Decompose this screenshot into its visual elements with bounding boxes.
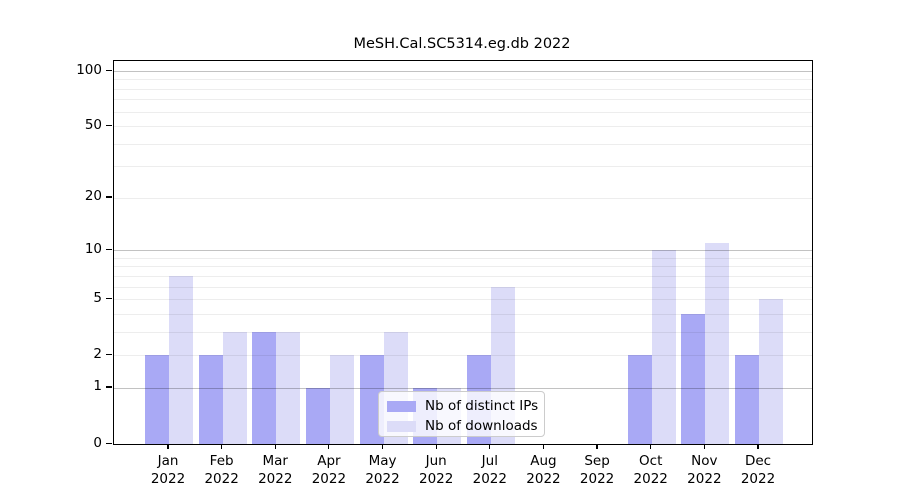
x-tick-oct [650,444,652,449]
bar-oct-downloads [651,250,676,444]
legend-item-distinct-ips: Nb of distinct IPs [387,397,539,415]
y-tick-5 [106,297,112,299]
y-tick-label-100: 100 [76,61,102,78]
x-tick-label-jan: Jan 2022 [150,453,186,487]
x-tick-label-jul: Jul 2022 [472,453,507,487]
bar-mar-ips [252,331,277,444]
gridline-50 [114,126,812,128]
bar-mar-downloads [276,331,301,444]
x-tick-label-may: May 2022 [365,453,400,487]
y-tick-1 [106,386,112,388]
x-tick-label-aug: Aug 2022 [526,453,561,487]
gridline-80 [114,88,812,90]
x-tick-label-nov: Nov 2022 [687,453,722,487]
y-tick-label-2: 2 [93,345,102,362]
x-tick-sep [596,444,598,449]
gridline-100 [114,71,812,72]
legend-label-distinct-ips: Nb of distinct IPs [425,398,539,414]
gridline-5 [114,299,812,301]
gridline-9 [114,257,812,259]
y-tick-50 [106,124,112,126]
bar-apr-downloads [329,355,354,444]
bar-nov-ips [681,313,706,444]
gridline-20 [114,197,812,199]
x-tick-feb [221,444,223,449]
x-tick-dec [757,444,759,449]
gridline-90 [114,79,812,81]
x-tick-jul [489,444,491,449]
bar-jan-ips [145,355,169,444]
gridline-60 [114,111,812,113]
x-tick-label-feb: Feb 2022 [204,453,239,487]
y-tick-label-20: 20 [84,188,102,205]
gridline-70 [114,99,812,101]
legend: Nb of distinct IPs Nb of downloads [378,391,545,437]
gridline-40 [114,143,812,145]
gridline-30 [114,166,812,168]
x-tick-label-sep: Sep 2022 [579,453,615,487]
x-tick-label-dec: Dec 2022 [740,453,776,487]
plot-area [113,60,813,445]
gridline-3 [114,331,812,333]
x-tick-aug [542,444,545,449]
gridline-2 [114,355,812,357]
x-tick-apr [328,444,330,449]
chart-title: MeSH.Cal.SC5314.eg.db 2022 [353,36,571,52]
gridline-6 [114,286,812,288]
y-tick-2 [106,353,112,355]
gridline-10 [114,250,812,252]
x-tick-mar [274,444,276,449]
legend-item-downloads: Nb of downloads [387,417,538,435]
gridline-8 [114,266,812,268]
x-tick-label-apr: Apr 2022 [311,453,347,487]
y-tick-label-50: 50 [84,116,102,133]
y-tick-label-10: 10 [84,240,102,257]
legend-swatch-downloads [387,420,416,432]
x-tick-jan [167,444,169,449]
y-tick-0 [106,442,112,444]
bar-oct-ips [627,355,652,444]
bar-jan-downloads [169,275,193,444]
bar-apr-ips [305,387,330,444]
y-tick-100 [106,69,112,71]
bar-feb-ips [198,355,223,444]
bar-nov-downloads [705,243,730,444]
legend-swatch-distinct-ips [387,400,416,412]
bar-feb-downloads [222,331,247,444]
x-tick-label-oct: Oct 2022 [633,453,668,487]
gridline-4 [114,313,812,315]
bar-dec-ips [735,355,759,444]
gridline-1 [114,387,812,389]
y-tick-10 [106,248,112,250]
x-tick-nov [703,444,705,449]
x-tick-label-jun: Jun 2022 [418,453,454,487]
x-tick-jun [435,444,437,449]
x-tick-may [381,444,384,449]
y-tick-label-5: 5 [93,289,102,306]
y-tick-20 [106,196,112,198]
gridline-7 [114,275,812,277]
y-tick-label-0: 0 [93,434,102,451]
y-tick-label-1: 1 [93,378,102,395]
x-tick-label-mar: Mar 2022 [258,453,293,487]
legend-label-downloads: Nb of downloads [425,418,538,434]
bar-dec-downloads [759,299,783,444]
